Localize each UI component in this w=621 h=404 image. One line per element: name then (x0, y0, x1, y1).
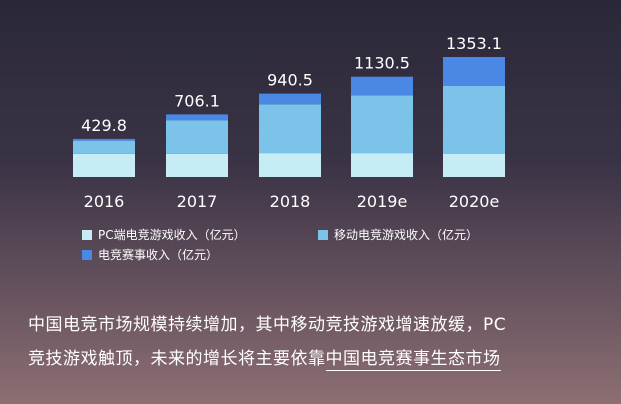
category-label-2017: 2017 (177, 192, 218, 211)
total-label-2017: 706.1 (174, 91, 220, 110)
bar-segment-2020e-s1 (443, 85, 505, 154)
caption-line-2: 竞技游戏触顶，未来的增长将主要依靠中国电竞赛事生态市场 (28, 342, 598, 376)
bar-segment-2017-s1 (166, 120, 228, 154)
bar-segment-2019e-s0 (351, 153, 413, 177)
bar-segment-2018-s2 (259, 93, 321, 105)
bar-segment-2017-s0 (166, 153, 228, 177)
bar-segment-2020e-s0 (443, 153, 505, 177)
caption-line-1: 中国电竞市场规模持续增加，其中移动竞技游戏增速放缓，PC (28, 315, 507, 335)
bar-segment-2016-s1 (73, 140, 135, 154)
bar-segment-2017-s2 (166, 114, 228, 121)
bar-segment-2018-s0 (259, 153, 321, 177)
bar-segment-2016-s0 (73, 153, 135, 177)
total-label-2016: 429.8 (81, 116, 127, 135)
legend-label-mobile: 移动电竞游戏收入（亿元） (334, 228, 479, 242)
legend-swatch-pc (82, 229, 92, 240)
category-label-2018: 2018 (270, 192, 311, 211)
category-label-2019e: 2019e (357, 192, 408, 211)
category-label-2020e: 2020e (449, 192, 500, 211)
legend-item-pc: PC端电竞游戏收入（亿元） (82, 226, 246, 243)
chart-caption: 中国电竞市场规模持续增加，其中移动竞技游戏增速放缓，PC 竞技游戏触顶，未来的增… (28, 308, 598, 376)
total-label-2020e: 1353.1 (446, 34, 502, 53)
total-label-2019e: 1130.5 (354, 54, 410, 73)
category-label-2016: 2016 (84, 192, 125, 211)
bar-segment-2019e-s1 (351, 95, 413, 153)
bar-segment-2018-s1 (259, 104, 321, 154)
legend-label-pc: PC端电竞游戏收入（亿元） (98, 228, 246, 242)
legend-swatch-events (82, 249, 92, 260)
bar-segment-2016-s2 (73, 138, 135, 141)
bar-segment-2020e-s2 (443, 57, 505, 86)
caption-line-2-text: 竞技游戏触顶，未来的增长将主要依靠 (28, 349, 326, 369)
legend-swatch-mobile (318, 229, 328, 240)
total-label-2018: 940.5 (267, 71, 313, 90)
legend-label-events: 电竞赛事收入（亿元） (98, 248, 219, 262)
legend-item-events: 电竞赛事收入（亿元） (82, 246, 218, 263)
bar-segment-2019e-s2 (351, 76, 413, 96)
legend-item-mobile: 移动电竞游戏收入（亿元） (318, 226, 478, 243)
caption-line-2-underlined: 中国电竞赛事生态市场 (325, 349, 501, 371)
